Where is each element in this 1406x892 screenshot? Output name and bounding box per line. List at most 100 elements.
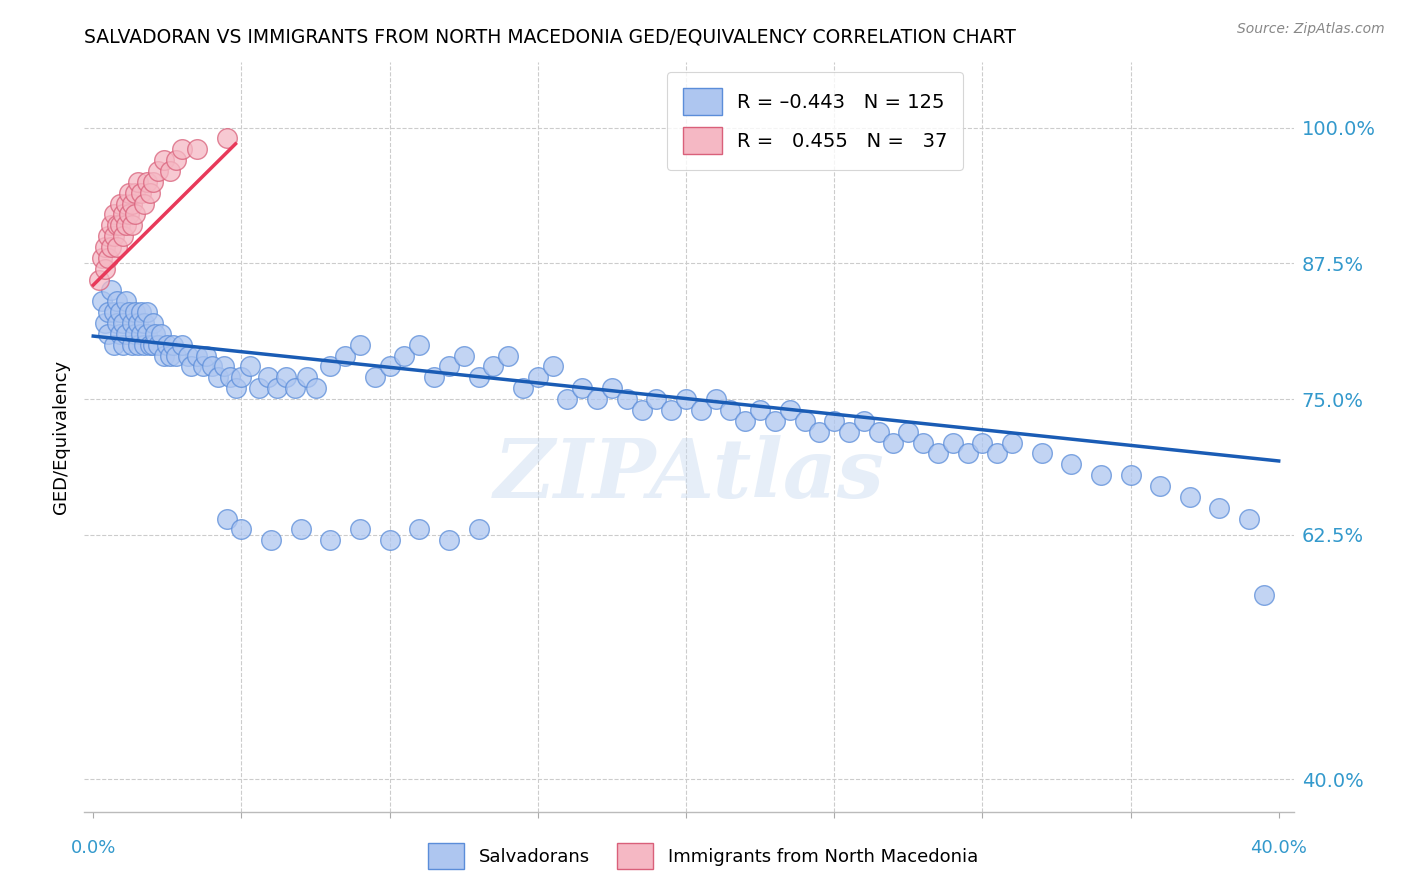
Point [100, 240, 122, 254]
Point [704, 392, 727, 406]
Point [616, 392, 638, 406]
Point [394, 349, 416, 363]
Point [1149, 479, 1171, 493]
Point [527, 370, 550, 384]
Point [1178, 490, 1201, 504]
Point [135, 326, 157, 341]
Y-axis label: GED/Equivalency: GED/Equivalency [52, 360, 70, 514]
Point [124, 186, 146, 200]
Point [201, 359, 224, 374]
Point [127, 175, 149, 189]
Point [378, 359, 401, 374]
Point [115, 219, 138, 233]
Text: 40.0%: 40.0% [1250, 838, 1308, 857]
Point [378, 533, 401, 548]
Point [333, 349, 356, 363]
Point [467, 522, 489, 536]
Point [630, 403, 652, 417]
Point [118, 186, 141, 200]
Point [111, 229, 134, 244]
Point [89, 272, 111, 286]
Point [105, 219, 128, 233]
Point [103, 229, 125, 244]
Point [97, 305, 120, 319]
Point [304, 381, 326, 395]
Point [512, 381, 534, 395]
Point [159, 164, 181, 178]
Point [97, 326, 120, 341]
Point [364, 370, 387, 384]
Point [231, 522, 253, 536]
Point [159, 349, 181, 363]
Point [437, 359, 460, 374]
Point [129, 305, 152, 319]
Point [124, 207, 146, 221]
Point [349, 338, 371, 352]
Point [423, 370, 446, 384]
Point [94, 261, 117, 276]
Point [260, 533, 283, 548]
Point [838, 425, 860, 439]
Point [118, 207, 141, 221]
Point [689, 403, 711, 417]
Point [105, 294, 128, 309]
Point [148, 164, 170, 178]
Point [408, 338, 430, 352]
Point [793, 414, 815, 428]
Point [103, 207, 125, 221]
Point [541, 359, 564, 374]
Point [927, 446, 949, 460]
Point [290, 522, 312, 536]
Point [111, 207, 134, 221]
Point [97, 251, 120, 265]
Point [124, 305, 146, 319]
Point [108, 305, 131, 319]
Text: Source: ZipAtlas.com: Source: ZipAtlas.com [1237, 22, 1385, 37]
Point [111, 338, 134, 352]
Point [156, 338, 179, 352]
Point [986, 446, 1008, 460]
Point [734, 414, 756, 428]
Point [100, 284, 122, 298]
Point [94, 316, 117, 330]
Point [108, 196, 131, 211]
Point [135, 175, 157, 189]
Point [231, 370, 253, 384]
Point [1001, 435, 1024, 450]
Point [111, 316, 134, 330]
Point [94, 240, 117, 254]
Point [1208, 500, 1230, 515]
Point [972, 435, 994, 450]
Point [141, 338, 163, 352]
Point [148, 338, 170, 352]
Point [165, 153, 187, 168]
Point [108, 219, 131, 233]
Point [763, 414, 786, 428]
Point [215, 511, 238, 525]
Point [207, 370, 229, 384]
Point [103, 305, 125, 319]
Point [1060, 457, 1083, 471]
Legend: Salvadorans, Immigrants from North Macedonia: Salvadorans, Immigrants from North Maced… [420, 836, 986, 876]
Point [779, 403, 801, 417]
Point [645, 392, 668, 406]
Point [132, 338, 155, 352]
Point [912, 435, 935, 450]
Point [453, 349, 475, 363]
Point [186, 349, 208, 363]
Point [127, 338, 149, 352]
Point [284, 381, 307, 395]
Point [129, 326, 152, 341]
Point [349, 522, 371, 536]
Point [103, 338, 125, 352]
Point [118, 305, 141, 319]
Point [274, 370, 297, 384]
Point [121, 196, 143, 211]
Point [127, 316, 149, 330]
Point [1031, 446, 1053, 460]
Point [135, 305, 157, 319]
Point [108, 326, 131, 341]
Point [91, 251, 114, 265]
Point [172, 142, 194, 156]
Point [115, 326, 138, 341]
